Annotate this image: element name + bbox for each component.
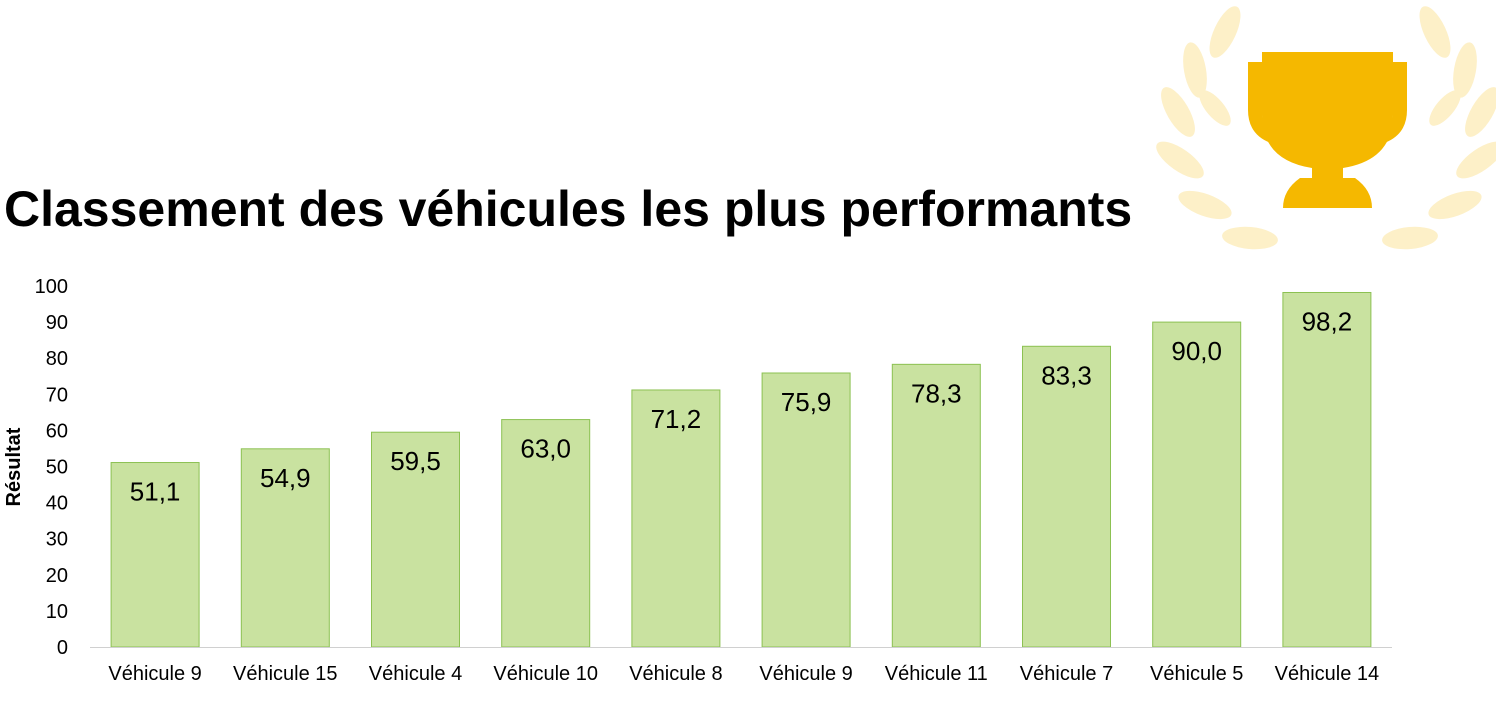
data-label: 59,5 <box>390 446 441 476</box>
y-tick-label: 100 <box>35 276 68 298</box>
trophy-icon <box>1156 6 1496 250</box>
x-tick-label: Véhicule 8 <box>629 663 722 685</box>
data-label: 54,9 <box>260 463 311 493</box>
data-label: 51,1 <box>130 477 181 507</box>
bar <box>110 462 200 648</box>
bar <box>1152 321 1242 648</box>
chart-title: Classement des véhicules les plus perfor… <box>4 181 1132 237</box>
y-tick-label: 30 <box>46 529 68 551</box>
x-tick-label: Véhicule 11 <box>885 663 988 685</box>
y-tick-label: 50 <box>46 457 68 479</box>
x-tick-label: Véhicule 14 <box>1275 663 1380 685</box>
bar <box>761 372 851 648</box>
y-tick-label: 80 <box>46 348 68 370</box>
data-label: 63,0 <box>520 434 571 464</box>
bar <box>371 431 460 648</box>
x-tick-label: Véhicule 4 <box>369 663 462 685</box>
data-label: 98,2 <box>1302 306 1353 336</box>
y-tick-label: 10 <box>46 601 68 623</box>
bar <box>1022 345 1111 648</box>
x-tick-label: Véhicule 9 <box>759 663 852 685</box>
data-label: 90,0 <box>1171 336 1222 366</box>
y-tick-label: 40 <box>46 493 68 515</box>
y-tick-label: 70 <box>46 384 68 406</box>
y-tick-label: 20 <box>46 565 68 587</box>
bar <box>631 389 721 648</box>
bar <box>501 419 591 648</box>
y-axis-label: Résultat <box>3 427 25 506</box>
y-tick-label: 0 <box>57 637 68 659</box>
x-tick-label: Véhicule 15 <box>233 663 338 685</box>
data-label: 75,9 <box>781 387 832 417</box>
data-label: 71,2 <box>651 404 702 434</box>
x-tick-label: Véhicule 9 <box>108 663 201 685</box>
y-tick-label: 90 <box>46 312 68 334</box>
plot-area: 0 10 20 30 40 50 60 70 80 90 100 51,1 Véhicule 9 54,9… <box>35 276 1392 685</box>
x-tick-label: Véhicule 5 <box>1150 663 1243 685</box>
bar <box>1282 291 1372 648</box>
data-label: 78,3 <box>911 378 962 408</box>
x-tick-label: Véhicule 7 <box>1020 663 1113 685</box>
laurel-wreath-icon <box>1156 6 1496 250</box>
x-tick-label: Véhicule 10 <box>493 663 598 685</box>
bar <box>240 448 330 648</box>
data-label: 83,3 <box>1041 360 1092 390</box>
y-tick-label: 60 <box>46 420 68 442</box>
